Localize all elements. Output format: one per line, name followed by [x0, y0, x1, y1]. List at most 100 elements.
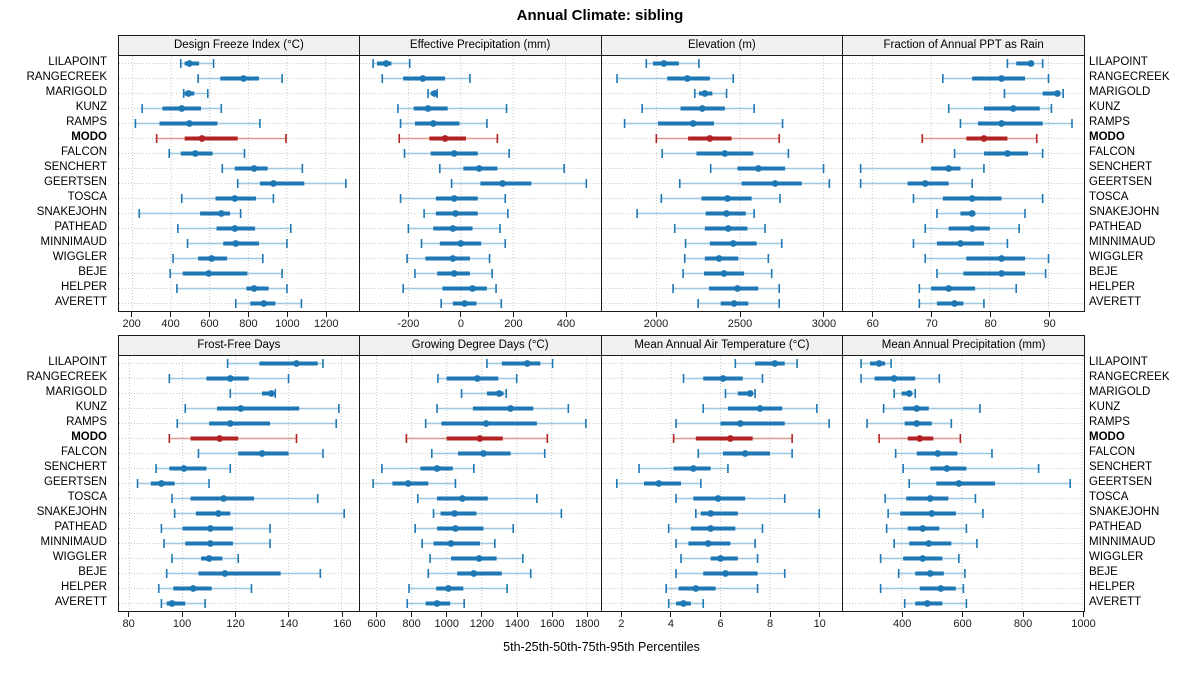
axis-tick-label: 2500	[727, 318, 753, 330]
station-label-minnimaud: MINNIMAUD	[40, 536, 107, 548]
axis-tick	[872, 312, 874, 317]
median-dot	[1027, 60, 1035, 67]
median-dot	[951, 300, 959, 307]
median-dot	[730, 300, 737, 307]
median-dot	[220, 495, 228, 502]
axis-tick	[131, 312, 133, 317]
median-dot	[945, 165, 953, 172]
median-dot	[934, 450, 942, 457]
axis-tick	[341, 612, 343, 617]
station-label-senchert: SENCHERT	[43, 161, 107, 173]
axis-tick-label: 60	[866, 318, 879, 330]
median-dot	[449, 225, 457, 232]
axis-tick-label: 1000	[275, 318, 300, 330]
median-dot	[468, 285, 476, 292]
axis-tick-label: 1200	[314, 318, 339, 330]
median-dot	[206, 525, 214, 532]
median-dot	[476, 435, 484, 442]
median-dot	[217, 210, 225, 217]
x-axis: 600 800 1000 1200 1400 1600 1800	[360, 612, 602, 638]
axis-tick	[620, 612, 622, 617]
median-dot	[382, 60, 390, 67]
median-dot	[689, 465, 697, 472]
station-label-snakejohn: SNAKEJOHN	[36, 206, 107, 218]
station-label-helper: HELPER	[60, 581, 107, 593]
panel-band-0: LILAPOINT RANGECREEK MARIGOLD KUNZ RAMPS MODO…	[0, 35, 1200, 336]
axis-tick	[407, 312, 409, 317]
axis-tick-label: 1400	[504, 618, 530, 630]
station-label-marigold: MARIGOLD	[1089, 386, 1151, 398]
median-dot	[937, 585, 945, 592]
median-dot	[495, 390, 503, 397]
panels-row: Design Freeze Index (°C) 200 400 600 800 1000…	[118, 35, 1085, 338]
x-axis: 80 100 120 140 160	[118, 612, 360, 638]
median-dot	[470, 570, 477, 577]
axis-tick-label: 1000	[1071, 618, 1096, 630]
median-dot	[198, 135, 206, 142]
median-dot	[969, 210, 976, 217]
axis-tick-label: 1200	[469, 618, 495, 630]
median-dot	[457, 240, 464, 247]
median-dot	[447, 540, 455, 547]
axis-tick	[411, 612, 413, 617]
axis-tick-label: 1800	[575, 618, 600, 630]
axis-tick	[565, 312, 567, 317]
axis-tick-label: 2	[618, 618, 625, 630]
median-dot	[913, 420, 921, 427]
station-label-averett: AVERETT	[54, 596, 107, 608]
page-title: Annual Climate: sibling	[516, 7, 684, 24]
median-dot	[461, 300, 468, 307]
axis-tick	[208, 312, 210, 317]
plot-svg	[119, 56, 359, 311]
axis-tick	[375, 612, 377, 617]
axis-tick-label: 600	[367, 618, 386, 630]
median-dot	[927, 570, 934, 577]
median-dot	[928, 510, 936, 517]
median-dot	[716, 555, 724, 562]
panel-mean-annual-air-temperature-c: Mean Annual Air Temperature (°C) 2 4 6 8 10	[600, 335, 844, 638]
plot-svg	[119, 356, 359, 611]
axis-tick	[128, 612, 130, 617]
station-label-beje: BEJE	[78, 266, 107, 278]
median-dot	[698, 105, 706, 112]
axis-tick	[460, 312, 462, 317]
axis-tick-label: 6	[717, 618, 724, 630]
median-dot	[260, 300, 268, 307]
axis-tick-label: 0	[457, 318, 464, 330]
station-label-averett: AVERETT	[1089, 296, 1142, 308]
station-label-minnimaud: MINNIMAUD	[1089, 536, 1156, 548]
axis-tick-label: 4	[667, 618, 674, 630]
median-dot	[404, 480, 412, 487]
station-label-tosca: TOSCA	[67, 191, 107, 203]
median-dot	[450, 270, 458, 277]
station-label-ramps: RAMPS	[66, 416, 107, 428]
axis-tick	[516, 612, 518, 617]
station-label-wiggler: WIGGLER	[1089, 551, 1144, 563]
station-label-falcon: FALCON	[60, 446, 107, 458]
median-dot	[719, 375, 726, 382]
plot-svg	[359, 56, 601, 311]
station-label-wiggler: WIGGLER	[52, 251, 107, 263]
median-dot	[1010, 105, 1017, 112]
panel-title: Frost-Free Days	[119, 336, 359, 356]
percentile-axis-caption: 5th-25th-50th-75th-95th Percentiles	[503, 640, 700, 654]
axis-tick	[247, 312, 249, 317]
station-label-beje: BEJE	[78, 566, 107, 578]
axis-tick-label: 200	[504, 318, 523, 330]
median-dot	[449, 255, 457, 262]
median-dot	[715, 255, 722, 262]
median-dot	[943, 465, 951, 472]
median-dot	[458, 495, 466, 502]
station-label-modo: MODO	[71, 131, 107, 143]
station-label-pathead: PATHEAD	[54, 221, 107, 233]
panel-title: Growing Degree Days (°C)	[359, 336, 601, 356]
station-label-lilapoint: LILAPOINT	[48, 356, 107, 368]
panel-box: Design Freeze Index (°C)	[118, 35, 360, 312]
median-dot	[451, 525, 459, 532]
median-dot	[231, 225, 239, 232]
median-dot	[450, 195, 458, 202]
median-dot	[925, 540, 933, 547]
median-dot	[723, 195, 731, 202]
median-dot	[998, 120, 1006, 127]
